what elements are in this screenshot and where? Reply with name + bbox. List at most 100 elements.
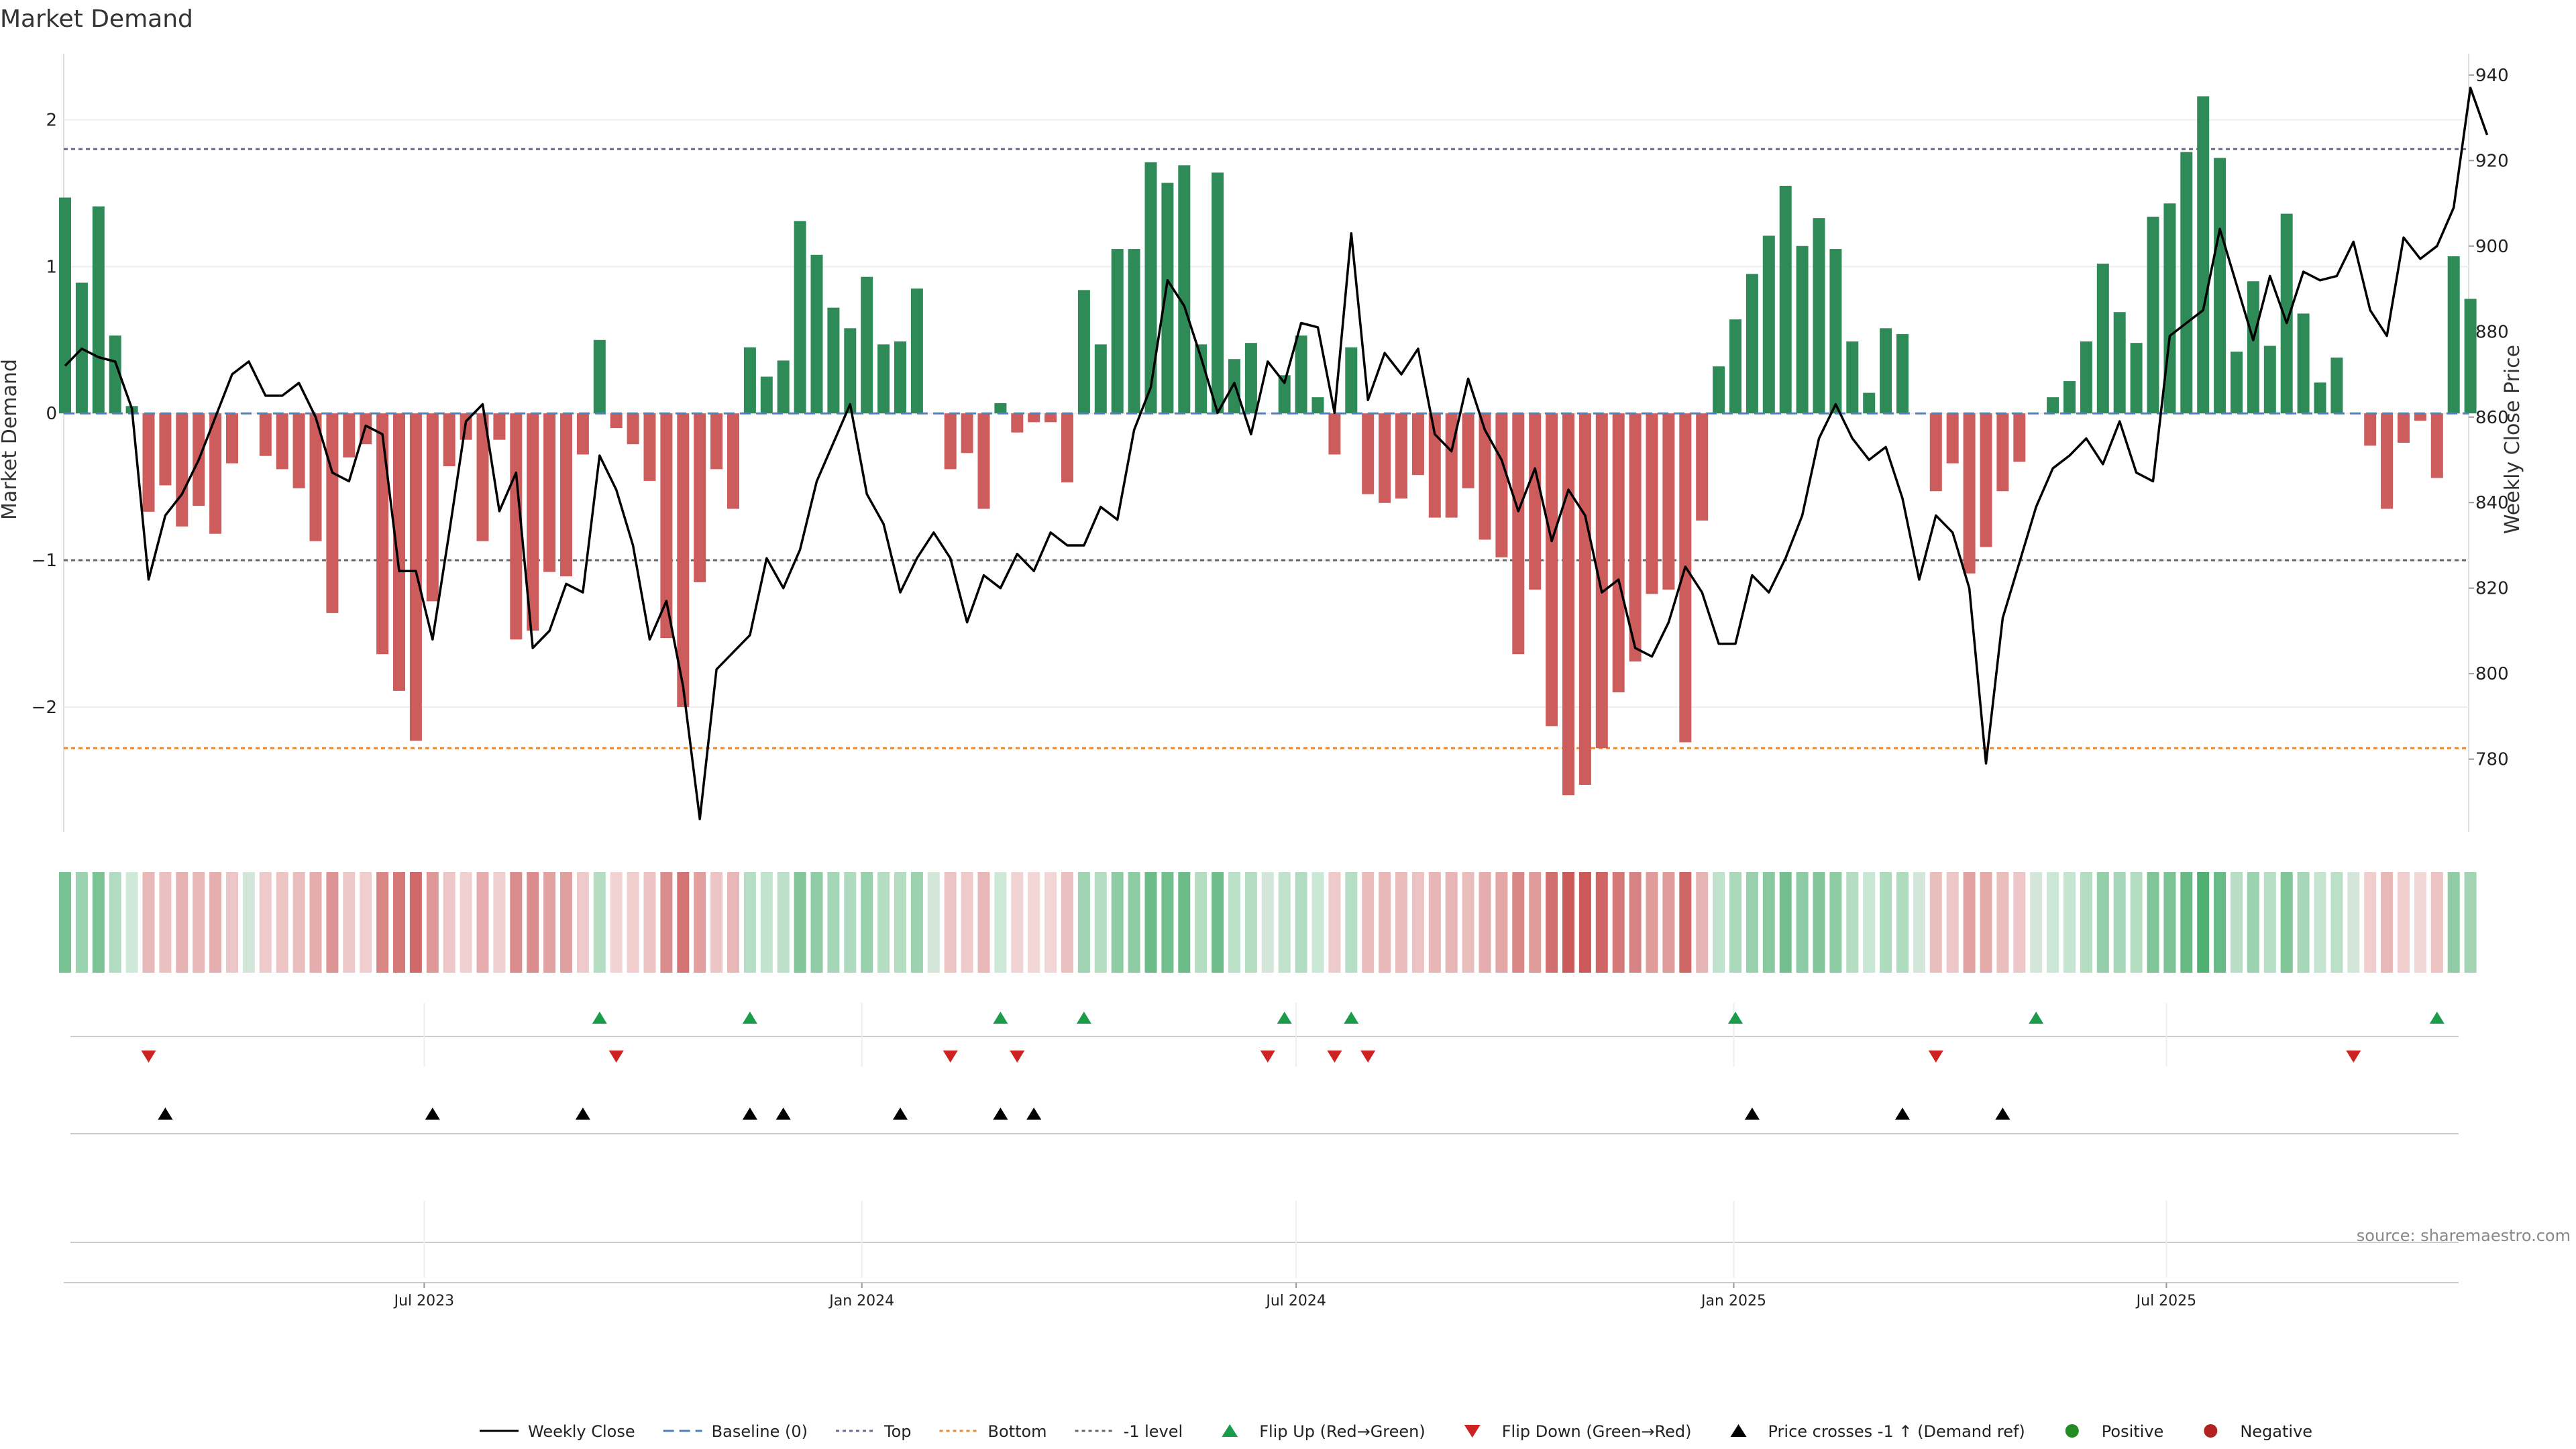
heat-cell	[510, 872, 523, 973]
heat-cell	[2297, 872, 2310, 973]
demand-bar-positive	[1746, 274, 1758, 414]
flip-up-marker	[993, 1012, 1008, 1024]
heat-cell	[1445, 872, 1458, 973]
flip-up-marker	[2029, 1012, 2044, 1024]
heat-cell	[827, 872, 840, 973]
legend-item: Bottom	[939, 1422, 1047, 1441]
heat-cell	[1746, 872, 1758, 973]
flip-down-marker	[141, 1051, 156, 1063]
demand-bar-negative	[1362, 413, 1375, 494]
heat-cell	[1829, 872, 1842, 973]
legend: Weekly Close Baseline (0) Top Bottom -1 leve…	[480, 1422, 2312, 1441]
demand-bar-negative	[2430, 413, 2443, 478]
heat-cell	[1562, 872, 1574, 973]
heat-cell	[1863, 872, 1876, 973]
y2-tick-label: 920	[2475, 151, 2509, 171]
heat-cell	[1495, 872, 1508, 973]
heat-cell	[2197, 872, 2210, 973]
heat-cell	[1595, 872, 1608, 973]
demand-bar-positive	[1863, 392, 1876, 414]
heat-cell	[426, 872, 439, 973]
legend-label: Bottom	[988, 1422, 1047, 1441]
demand-bar-negative	[543, 413, 556, 572]
demand-bar-negative	[1929, 413, 1942, 492]
heat-cell	[1813, 872, 1825, 973]
demand-bar-negative	[1512, 413, 1525, 655]
demand-bar-negative	[2013, 413, 2026, 462]
event-panels	[70, 1003, 2459, 1278]
legend-swatch-marker	[1222, 1424, 1238, 1437]
heat-cell	[2214, 872, 2226, 973]
heat-cell	[2447, 872, 2460, 973]
demand-bar-negative	[576, 413, 589, 455]
demand-bar-positive	[2197, 96, 2210, 414]
x-tick-label: Jan 2024	[828, 1293, 894, 1309]
weekly-close-line	[64, 87, 2489, 820]
demand-bar-negative	[961, 413, 973, 453]
demand-bar-negative	[1662, 413, 1675, 590]
x-tick-label: Jul 2024	[1265, 1293, 1326, 1309]
heat-cell	[844, 872, 857, 973]
heat-cell	[1228, 872, 1240, 973]
demand-bar-positive	[1846, 341, 1859, 414]
heat-cell	[276, 872, 288, 973]
heat-cell	[627, 872, 639, 973]
heat-cell	[944, 872, 957, 973]
heat-cell	[1696, 872, 1709, 973]
heat-cell	[2147, 872, 2159, 973]
demand-bar-positive	[1311, 397, 1324, 414]
demand-bar-positive	[2047, 397, 2059, 414]
heat-cell	[1261, 872, 1274, 973]
y-tick-label: −2	[32, 698, 57, 718]
heat-cell	[777, 872, 790, 973]
demand-bar-negative	[1546, 413, 1558, 727]
x-tick-label: Jan 2025	[1700, 1293, 1766, 1309]
heat-cell	[343, 872, 356, 973]
heat-cell	[1411, 872, 1424, 973]
heat-cell	[193, 872, 205, 973]
heat-cell	[1612, 872, 1625, 973]
demand-bar-negative	[610, 413, 623, 429]
heat-cell	[1578, 872, 1591, 973]
demand-bar-negative	[560, 413, 572, 577]
y-tick-label: −1	[32, 551, 57, 571]
source-note: source: sharemaestro.com	[2357, 1226, 2571, 1245]
demand-bar-negative	[2398, 413, 2410, 443]
heat-cell	[92, 872, 105, 973]
demand-bar-negative	[694, 413, 706, 582]
heat-cell	[1311, 872, 1324, 973]
heat-cell	[460, 872, 472, 973]
price-cross-marker	[1895, 1108, 1910, 1120]
heat-cell	[326, 872, 339, 973]
legend-item: Top	[836, 1422, 912, 1441]
y-tick-label: 2	[46, 110, 57, 130]
demand-bar-positive	[1178, 165, 1191, 414]
heat-cell	[1646, 872, 1658, 973]
legend-item: Weekly Close	[480, 1422, 635, 1441]
demand-bar-positive	[1278, 375, 1291, 414]
demand-bar-positive	[2130, 343, 2143, 414]
price-cross-marker	[1744, 1108, 1760, 1120]
demand-bar-positive	[1829, 249, 1842, 414]
heat-cell	[660, 872, 673, 973]
heat-cell	[743, 872, 756, 973]
heat-cell	[1011, 872, 1024, 973]
flip-down-marker	[1260, 1051, 1275, 1063]
demand-bar-positive	[593, 339, 606, 414]
heat-cell	[59, 872, 71, 973]
heat-cell	[109, 872, 121, 973]
legend-item: Flip Down (Green→Red)	[1464, 1422, 1692, 1441]
demand-bar-positive	[844, 328, 857, 414]
heat-cell	[1094, 872, 1107, 973]
heat-cell	[2347, 872, 2360, 973]
demand-bar-positive	[1077, 290, 1090, 414]
demand-bar-positive	[894, 341, 906, 414]
demand-bar-negative	[393, 413, 405, 691]
legend-swatch-dot	[2204, 1424, 2218, 1438]
demand-bar-positive	[1295, 335, 1307, 414]
heat-cell	[2063, 872, 2076, 973]
demand-bar-positive	[760, 376, 773, 414]
heat-cell	[1379, 872, 1391, 973]
heat-cell	[1679, 872, 1692, 973]
y2-tick-label: 780	[2475, 750, 2509, 770]
